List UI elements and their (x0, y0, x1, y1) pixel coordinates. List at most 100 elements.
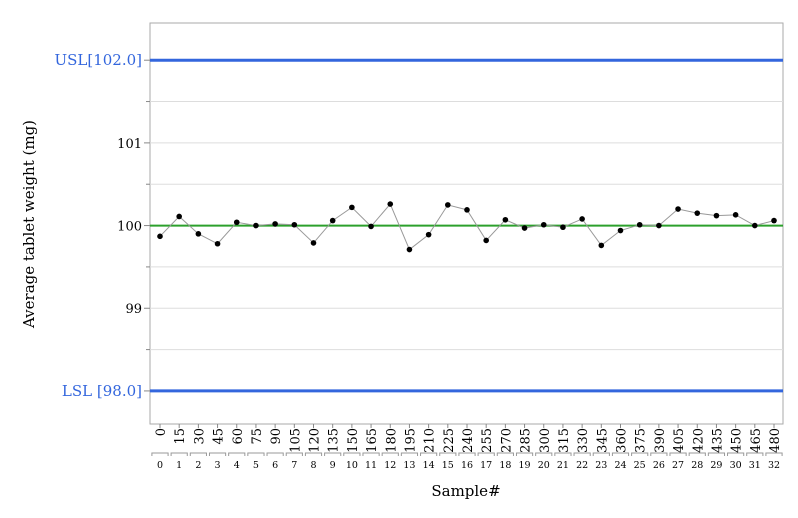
x-tick-label: 15 (173, 428, 188, 445)
x-tick-label: 330 (576, 428, 591, 453)
data-point (617, 227, 624, 234)
sample-bracket (208, 452, 227, 456)
data-point (195, 231, 202, 237)
data-point (329, 217, 336, 224)
sample-bracket (247, 452, 265, 456)
sample-number-label: 28 (691, 460, 703, 471)
sample-number-label: 1 (176, 460, 182, 471)
sample-bracket (707, 452, 726, 456)
data-point (732, 212, 739, 218)
sample-number-label: 22 (576, 460, 588, 471)
x-tick-label: 450 (730, 428, 745, 453)
sample-bracket (765, 452, 783, 456)
sample-bracket (343, 452, 361, 456)
x-tick-label: 375 (634, 428, 649, 453)
x-tick-label: 30 (192, 428, 207, 445)
data-point (406, 246, 413, 253)
sample-bracket (573, 452, 591, 456)
x-tick-label: 0 (154, 428, 169, 436)
sample-bracket (285, 452, 303, 456)
x-tick-label: 390 (653, 428, 668, 453)
spec-limit-label: LSL [98.0] (62, 382, 142, 400)
data-series (157, 201, 777, 253)
data-point (445, 202, 451, 208)
sample-bracket (496, 452, 514, 456)
sample-bracket (535, 452, 553, 456)
x-tick-label: 90 (269, 428, 284, 445)
sample-number-label: 7 (291, 460, 297, 471)
sample-number-label: 8 (310, 460, 316, 471)
sample-bracket (554, 452, 572, 456)
x-tick-label: 75 (250, 428, 265, 445)
x-tick-label: 165 (365, 428, 380, 453)
data-point (598, 242, 605, 249)
x-tick-label: 270 (499, 428, 514, 453)
data-point (540, 221, 547, 228)
data-point (176, 213, 182, 220)
x-tick-label: 360 (615, 428, 630, 453)
sample-number-label: 30 (730, 460, 742, 471)
x-tick-label: 150 (346, 428, 361, 453)
sample-number-label: 25 (634, 460, 646, 471)
sample-number-label: 11 (365, 460, 377, 471)
sample-number-label: 14 (423, 460, 435, 471)
data-point (368, 223, 374, 230)
x-tick-label: 60 (231, 428, 246, 445)
sample-bracket (631, 452, 649, 456)
sample-bracket (688, 452, 706, 456)
x-axis: 0015130245360475590610571208135915010165… (151, 424, 783, 471)
x-tick-label: 420 (691, 428, 706, 453)
x-tick-label: 195 (403, 428, 418, 453)
data-point (214, 240, 221, 247)
sample-number-label: 17 (480, 460, 492, 471)
sample-number-label: 23 (595, 460, 607, 471)
sample-bracket (266, 452, 284, 456)
sample-number-label: 31 (749, 460, 761, 471)
data-point (675, 206, 681, 212)
sample-number-label: 6 (272, 460, 278, 471)
sample-number-label: 15 (442, 460, 454, 471)
y-tick-label: 100 (117, 220, 142, 235)
data-point (253, 222, 259, 229)
data-point (694, 210, 701, 216)
data-point (425, 231, 432, 238)
x-tick-label: 465 (749, 428, 764, 453)
sample-number-label: 27 (672, 460, 684, 471)
x-tick-label: 480 (768, 428, 783, 453)
sample-bracket (458, 452, 476, 456)
sample-bracket (746, 452, 764, 456)
sample-number-label: 12 (384, 460, 396, 471)
x-tick-label: 180 (384, 428, 399, 453)
sample-bracket (669, 452, 687, 456)
x-tick-label: 435 (710, 428, 725, 453)
data-point (521, 225, 528, 231)
sample-bracket (727, 452, 745, 456)
sample-number-label: 9 (330, 460, 336, 471)
sample-number-label: 19 (519, 460, 531, 471)
data-point (560, 224, 566, 231)
x-tick-label: 240 (461, 428, 476, 453)
data-point (502, 216, 509, 223)
x-tick-label: 345 (595, 428, 610, 453)
spec-limit-label: USL[102.0] (54, 51, 142, 69)
sample-bracket (170, 452, 188, 456)
y-axis-label: Average tablet weight (mg) (20, 120, 38, 329)
sample-number-label: 26 (653, 460, 665, 471)
sample-number-label: 18 (499, 460, 511, 471)
sample-bracket (650, 452, 668, 456)
sample-bracket (304, 452, 323, 456)
x-tick-label: 210 (423, 428, 438, 453)
sample-bracket (592, 452, 610, 456)
sample-bracket (400, 452, 419, 456)
y-axis: 99 100 101 USL[102.0] LSL [98.0] (54, 51, 150, 400)
sample-number-label: 13 (403, 460, 415, 471)
data-point (636, 221, 643, 228)
data-point (713, 212, 720, 219)
sample-bracket (362, 452, 380, 456)
data-point (483, 237, 489, 244)
x-tick-label: 255 (480, 428, 495, 453)
data-point (310, 240, 317, 246)
sample-number-label: 29 (710, 460, 722, 471)
